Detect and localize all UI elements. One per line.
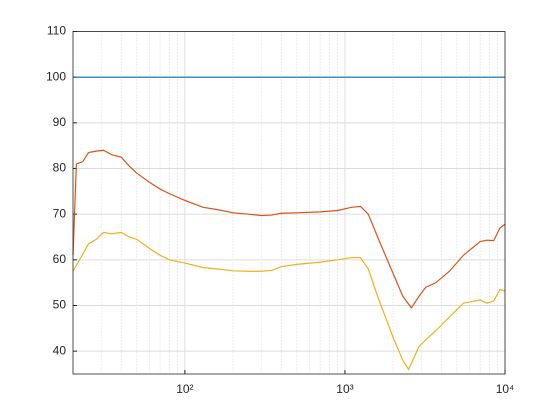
y-tick-label: 110 [47,24,66,38]
x-tick-label: 10⁴ [496,382,515,396]
y-tick-label: 100 [46,69,66,83]
x-tick-label: 10² [176,382,193,396]
y-tick-label: 80 [53,161,67,175]
y-tick-label: 70 [53,206,67,220]
y-tick-label: 40 [53,343,67,357]
y-tick-label: 60 [53,252,67,266]
plot-area [73,31,505,374]
series-line [72,231,506,371]
y-tick-label: 50 [53,298,67,312]
series-line [72,149,506,309]
y-tick-label: 90 [53,115,67,129]
x-tick-label: 10³ [336,382,353,396]
plot-border [72,31,506,375]
